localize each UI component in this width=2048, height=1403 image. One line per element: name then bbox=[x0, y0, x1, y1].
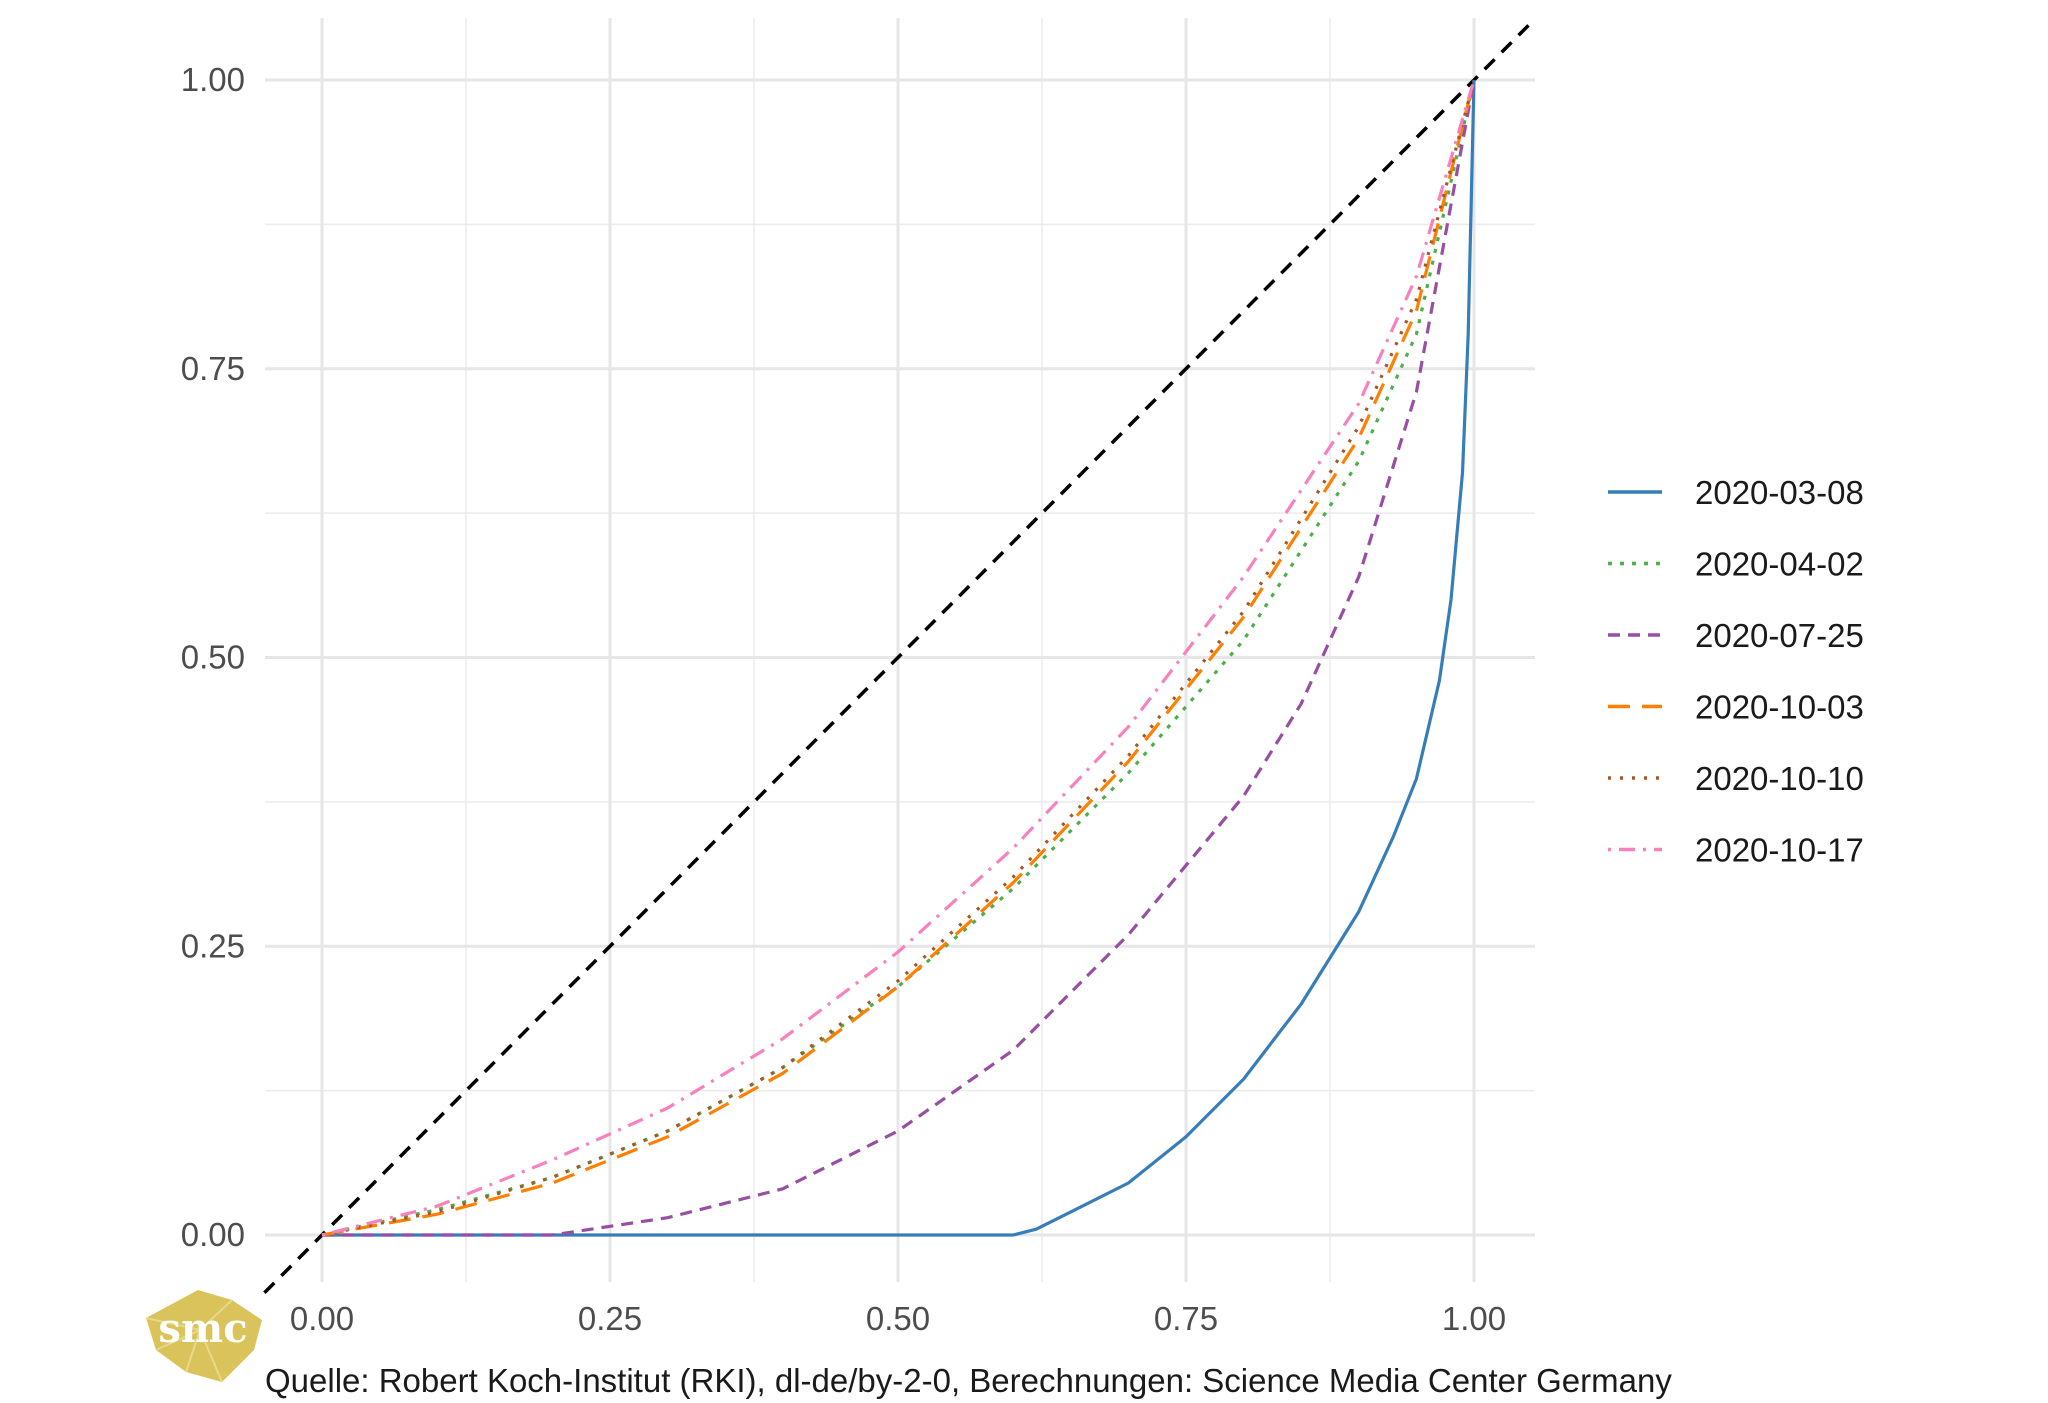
legend-label: 2020-03-08 bbox=[1695, 474, 1864, 511]
series-line-2020-03-08 bbox=[322, 79, 1476, 1237]
y-tick-label: 0.00 bbox=[181, 1216, 245, 1253]
y-axis-tick-labels: 0.00 0.25 0.50 0.75 1.00 bbox=[181, 61, 245, 1253]
series-line-2020-07-25 bbox=[322, 79, 1476, 1237]
legend-label: 2020-04-02 bbox=[1695, 546, 1864, 583]
legend-label: 2020-10-10 bbox=[1695, 760, 1864, 797]
series-line-2020-10-03 bbox=[321, 79, 1476, 1237]
y-tick-label: 0.75 bbox=[181, 350, 245, 387]
reference-line-group bbox=[263, 21, 1533, 1294]
smc-logo-shape bbox=[146, 1290, 262, 1382]
legend-label: 2020-10-17 bbox=[1695, 832, 1864, 869]
smc-logo-facets bbox=[145, 1299, 233, 1383]
series-group bbox=[321, 79, 1476, 1237]
x-tick-label: 0.75 bbox=[1154, 1300, 1218, 1337]
smc-logo-text: smc bbox=[158, 1305, 247, 1352]
x-tick-label: 0.00 bbox=[290, 1300, 354, 1337]
x-tick-label: 0.25 bbox=[578, 1300, 642, 1337]
equality-reference-line bbox=[263, 21, 1533, 1294]
smc-logo: smc bbox=[145, 1290, 262, 1383]
y-tick-label: 1.00 bbox=[181, 61, 245, 98]
grid bbox=[265, 18, 1535, 1282]
source-caption: Quelle: Robert Koch-Institut (RKI), dl-d… bbox=[265, 1362, 1672, 1399]
x-tick-label: 1.00 bbox=[1442, 1300, 1506, 1337]
legend-label: 2020-07-25 bbox=[1695, 617, 1864, 654]
legend: 2020-03-08 2020-04-02 2020-07-25 2020-10-03… bbox=[1608, 474, 1864, 869]
legend-label: 2020-10-03 bbox=[1695, 689, 1864, 726]
x-tick-label: 0.50 bbox=[866, 1300, 930, 1337]
series-line-2020-10-17 bbox=[321, 79, 1476, 1237]
x-axis-tick-labels: 0.00 0.25 0.50 0.75 1.00 bbox=[290, 1300, 1506, 1337]
y-tick-label: 0.25 bbox=[181, 927, 245, 964]
y-tick-label: 0.50 bbox=[181, 639, 245, 676]
series-line-2020-10-10 bbox=[321, 79, 1476, 1237]
